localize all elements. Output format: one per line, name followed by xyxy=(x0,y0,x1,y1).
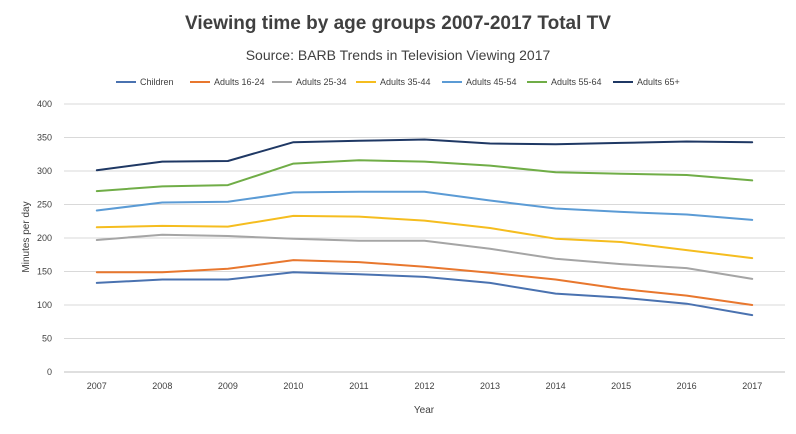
y-tick-label: 350 xyxy=(37,133,52,143)
y-tick-label: 250 xyxy=(37,200,52,210)
y-tick-label: 0 xyxy=(47,367,52,377)
x-tick-label: 2017 xyxy=(742,381,762,391)
x-tick-label: 2009 xyxy=(218,381,238,391)
legend-label: Adults 45-54 xyxy=(466,77,517,87)
legend-item: Adults 55-64 xyxy=(527,77,602,87)
gridlines xyxy=(64,103,785,373)
chart-subtitle: Source: BARB Trends in Television Viewin… xyxy=(246,47,551,63)
series-line xyxy=(95,233,754,280)
legend-label: Adults 55-64 xyxy=(551,77,602,87)
series-line xyxy=(95,138,754,172)
series-line xyxy=(95,159,754,193)
x-tick-label: 2012 xyxy=(414,381,434,391)
chart-title: Viewing time by age groups 2007-2017 Tot… xyxy=(185,13,611,34)
legend-item: Adults 16-24 xyxy=(190,77,265,87)
legend-label: Children xyxy=(140,77,174,87)
x-tick-label: 2013 xyxy=(480,381,500,391)
series-line xyxy=(95,259,754,306)
x-tick-label: 2015 xyxy=(611,381,631,391)
y-tick-label: 400 xyxy=(37,99,52,109)
legend-item: Adults 65+ xyxy=(613,77,680,87)
x-axis-ticks: 2007 2008 2009 2010 2011 2012 2013 2014 2015 2016… xyxy=(87,381,762,391)
y-tick-label: 300 xyxy=(37,166,52,176)
y-tick-label: 200 xyxy=(37,233,52,243)
x-tick-label: 2014 xyxy=(546,381,566,391)
y-tick-label: 150 xyxy=(37,267,52,277)
y-axis-ticks: 0 50 100 150 200 250 300 350 400 xyxy=(37,99,52,377)
legend-item: Adults 35-44 xyxy=(356,77,431,87)
y-axis-label: Minutes per day xyxy=(21,201,32,272)
legend-item: Adults 25-34 xyxy=(272,77,347,87)
legend-label: Adults 35-44 xyxy=(380,77,431,87)
series-line xyxy=(95,214,754,260)
x-tick-label: 2011 xyxy=(349,381,368,391)
series-lines xyxy=(95,138,754,317)
legend: Children Adults 16-24 Adults 25-34 Adults 3… xyxy=(116,77,680,87)
y-tick-label: 50 xyxy=(42,334,52,344)
legend-label: Adults 16-24 xyxy=(214,77,265,87)
x-axis-label: Year xyxy=(414,405,435,416)
series-line xyxy=(95,271,754,317)
x-tick-label: 2007 xyxy=(87,381,107,391)
legend-label: Adults 25-34 xyxy=(296,77,347,87)
x-tick-label: 2010 xyxy=(283,381,303,391)
x-tick-label: 2008 xyxy=(152,381,172,391)
legend-item: Children xyxy=(116,77,174,87)
y-tick-label: 100 xyxy=(37,300,52,310)
x-tick-label: 2016 xyxy=(677,381,697,391)
series-line xyxy=(95,190,754,221)
legend-item: Adults 45-54 xyxy=(442,77,517,87)
legend-label: Adults 65+ xyxy=(637,77,680,87)
